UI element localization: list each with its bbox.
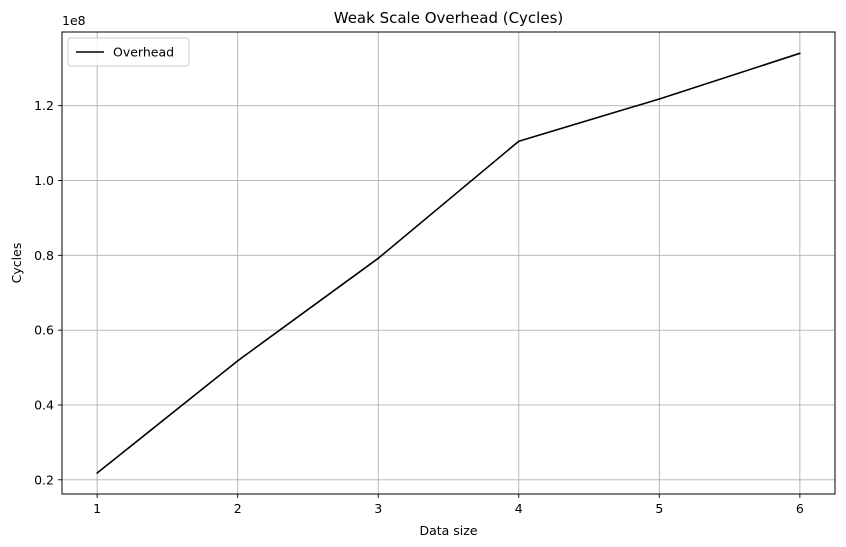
y-tick-label: 0.6 (34, 323, 54, 338)
x-axis-ticks: 1 2 3 4 5 6 (93, 494, 804, 516)
y-tick-label: 0.2 (34, 472, 54, 487)
y-tick-label: 1.2 (34, 98, 54, 113)
chart-title: Weak Scale Overhead (Cycles) (334, 9, 564, 27)
legend-box (67, 37, 190, 67)
data-point (236, 360, 239, 362)
grid (62, 32, 835, 494)
data-point (658, 98, 661, 100)
x-tick-label: 1 (93, 501, 101, 516)
y-tick-label: 0.4 (34, 397, 54, 412)
x-tick-label: 4 (515, 501, 523, 516)
y-offset-label: 1e8 (62, 13, 86, 28)
x-tick-label: 5 (655, 501, 663, 516)
y-tick-label: 0.8 (34, 248, 54, 263)
series-line-overhead (96, 52, 801, 474)
y-axis-label: Cycles (9, 243, 24, 284)
y-tick-label: 1.0 (34, 173, 54, 188)
y-axis-ticks: 0.2 0.4 0.6 0.8 1.0 1.2 (34, 98, 62, 487)
series-layer (96, 52, 801, 474)
data-point (799, 52, 801, 55)
data-point (96, 472, 98, 474)
x-tick-label: 6 (796, 501, 804, 516)
data-point (517, 140, 520, 143)
legend-label-overhead: Overhead (113, 45, 174, 60)
data-point (377, 257, 380, 260)
x-tick-label: 3 (374, 501, 382, 516)
plot-area (61, 31, 836, 495)
x-axis-label: Data size (419, 523, 477, 538)
legend: Overhead (67, 37, 190, 67)
x-tick-label: 2 (234, 501, 242, 516)
